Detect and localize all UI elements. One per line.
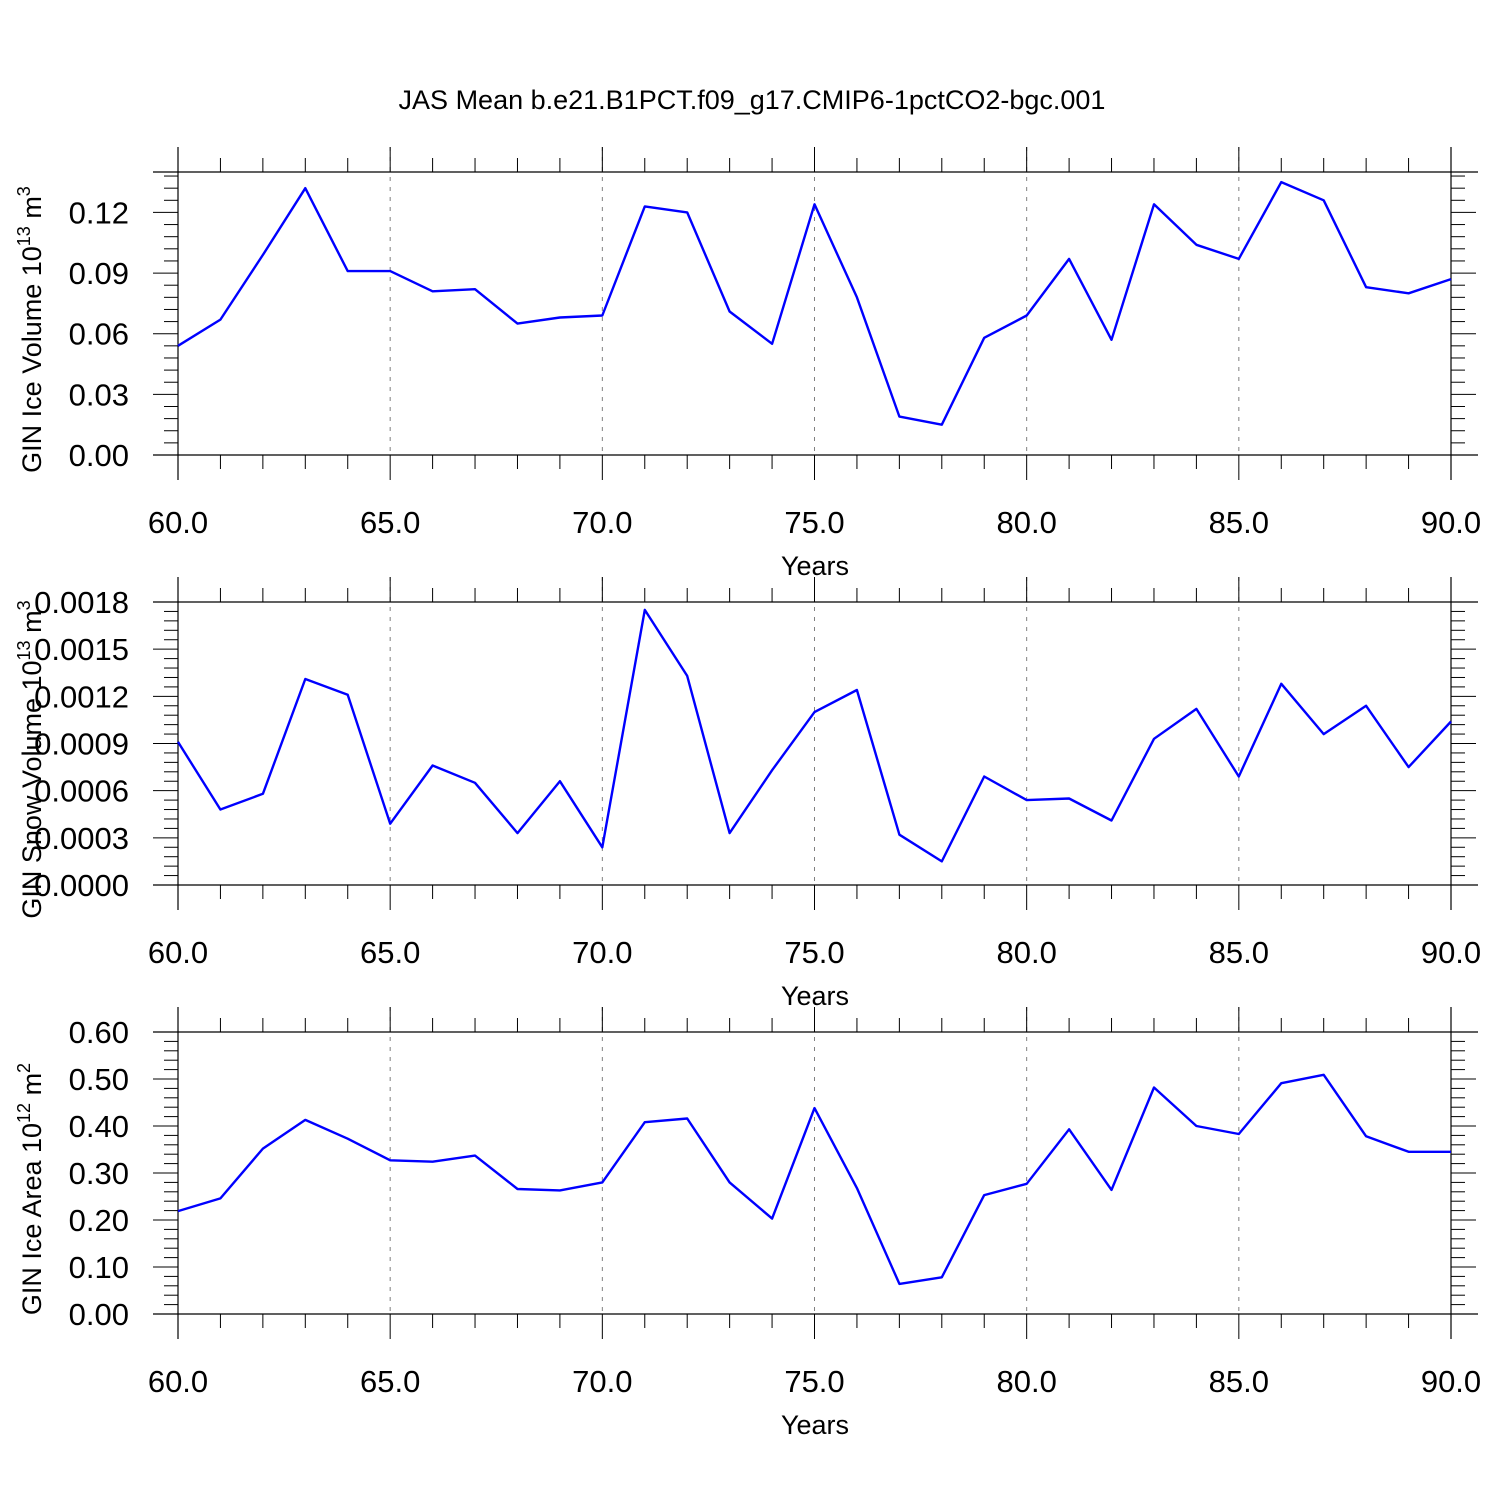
x-tick-label: 85.0 (1209, 505, 1269, 540)
x-tick-label: 80.0 (996, 1364, 1056, 1399)
y-tick-label: 0.20 (69, 1203, 129, 1238)
panel-1: 60.0 65.0 70.0 75.0 80.0 85.0 90.0 Years 0.00 0.0… (14, 147, 1481, 581)
x-tick-label: 85.0 (1209, 935, 1269, 970)
x-axis-label: Years (781, 981, 849, 1011)
x-tick-label: 60.0 (148, 935, 208, 970)
y-tick-label: 0.00 (69, 1297, 129, 1332)
x-tick-label: 70.0 (572, 505, 632, 540)
y-tick-label: 0.0003 (34, 821, 129, 856)
y-tick-label: 0.10 (69, 1250, 129, 1285)
x-axis-label: Years (781, 1410, 849, 1440)
y-tick-label: 0.0012 (34, 679, 129, 714)
x-tick-label: 65.0 (360, 505, 420, 540)
x-tick-label: 80.0 (996, 505, 1056, 540)
y-tick-label: 0.06 (69, 317, 129, 352)
y-tick-label: 0.40 (69, 1109, 129, 1144)
y-axis-label: GIN Snow Volume 1013 m3 (14, 600, 47, 918)
y-tick-label: 0.09 (69, 256, 129, 291)
y-tick-label: 0.0018 (34, 585, 129, 620)
x-tick-label: 90.0 (1421, 505, 1481, 540)
y-tick-label: 0.0015 (34, 632, 129, 667)
y-tick-label: 0.0009 (34, 727, 129, 762)
x-axis-label: Years (781, 551, 849, 581)
x-tick-label: 90.0 (1421, 1364, 1481, 1399)
y-tick-label: 0.30 (69, 1156, 129, 1191)
chart-title: JAS Mean b.e21.B1PCT.f09_g17.CMIP6-1pctC… (399, 85, 1106, 115)
panel-3: 60.0 65.0 70.0 75.0 80.0 85.0 90.0 Years 0.00 0.1… (14, 1007, 1481, 1440)
x-tick-label: 70.0 (572, 1364, 632, 1399)
panel-2: 60.0 65.0 70.0 75.0 80.0 85.0 90.0 Years 0.0000 0… (14, 577, 1481, 1011)
x-tick-label: 85.0 (1209, 1364, 1269, 1399)
x-tick-label: 90.0 (1421, 935, 1481, 970)
x-tick-label: 80.0 (996, 935, 1056, 970)
y-tick-label: 0.50 (69, 1062, 129, 1097)
x-tick-label: 60.0 (148, 505, 208, 540)
y-tick-label: 0.60 (69, 1015, 129, 1050)
x-tick-label: 65.0 (360, 1364, 420, 1399)
y-tick-label: 0.00 (69, 438, 129, 473)
x-tick-label: 60.0 (148, 1364, 208, 1399)
y-tick-label: 0.0000 (34, 868, 129, 903)
y-axis-label: GIN Ice Area 1012 m2 (14, 1063, 47, 1315)
y-tick-label: 0.12 (69, 195, 129, 230)
y-tick-label: 0.0006 (34, 774, 129, 809)
x-tick-label: 70.0 (572, 935, 632, 970)
x-tick-label: 65.0 (360, 935, 420, 970)
y-tick-label: 0.03 (69, 377, 129, 412)
x-tick-label: 75.0 (784, 1364, 844, 1399)
x-tick-label: 75.0 (784, 935, 844, 970)
y-axis-label: GIN Ice Volume 1013 m3 (14, 186, 47, 473)
x-tick-label: 75.0 (784, 505, 844, 540)
